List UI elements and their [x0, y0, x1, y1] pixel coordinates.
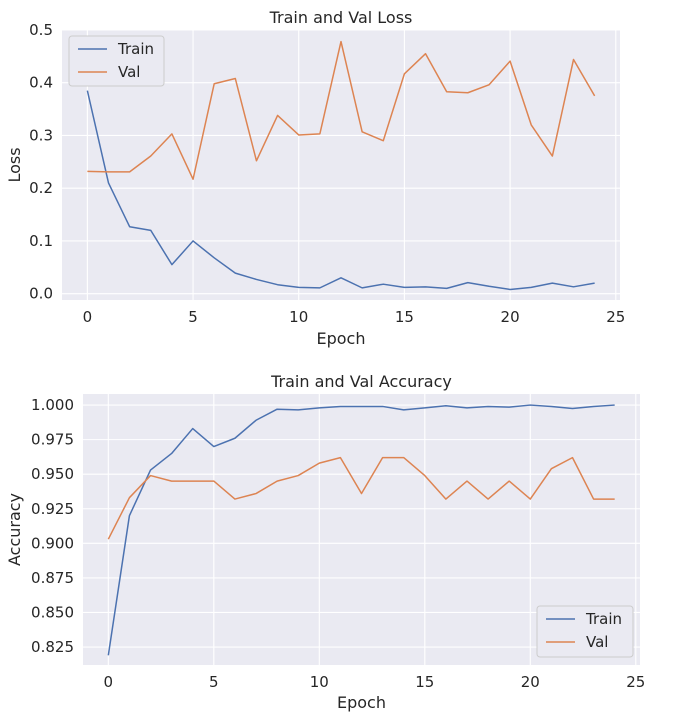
chart-1-x-tick-label: 20: [501, 308, 520, 326]
chart-1-y-tick-label: 0.5: [29, 21, 53, 39]
chart-2-y-tick-label: 0.900: [31, 534, 74, 552]
chart-1-x-tick-label: 5: [188, 308, 198, 326]
chart-2-x-tick-label: 5: [209, 673, 219, 691]
chart-1-y-tick-label: 0.2: [29, 179, 53, 197]
chart-2: 0 5 10 15 20 25 0.825 0.850 0.875 0.900 0.925 0.950…: [5, 372, 645, 712]
chart-2-series-val-line: [107, 456, 615, 540]
chart-1-series-val-line: [87, 40, 596, 180]
chart-1-y-tick-label: 0.1: [29, 232, 53, 250]
chart-1-x-axis-label: Epoch: [317, 329, 366, 348]
chart-1-x-tick-label: 0: [83, 308, 93, 326]
chart-1-legend: Train Val: [68, 35, 165, 87]
chart-2-y-tick-label: 0.850: [31, 603, 74, 621]
chart-2-y-tick-label: 1.000: [31, 396, 74, 414]
chart-2-x-tick-label: 20: [521, 673, 540, 691]
chart-2-y-tick-label: 0.825: [31, 638, 74, 656]
chart-2-title: Train and Val Accuracy: [270, 372, 452, 391]
chart-2-y-tick-label: 0.925: [31, 500, 74, 518]
chart-2-y-tick-label: 0.875: [31, 569, 74, 587]
chart-2-x-tick-label: 25: [626, 673, 645, 691]
chart-2-legend-label-train: Train: [585, 610, 622, 628]
chart-1-y-tick-label: 0.3: [29, 126, 53, 144]
chart-1-y-axis-label: Loss: [5, 147, 24, 182]
chart-2-y-axis-label: Accuracy: [5, 493, 24, 566]
chart-2-x-tick-label: 15: [415, 673, 434, 691]
chart-2-series-train-line: [107, 404, 615, 656]
chart-2-x-tick-label: 0: [104, 673, 114, 691]
chart-2-legend: Train Val: [536, 605, 634, 658]
chart-1-x-tick-label: 10: [289, 308, 308, 326]
chart-1: 0 5 10 15 20 25 0.0 0.1 0.2 0.3 0.4 0.5 Train and Va…: [5, 8, 625, 348]
chart-2-legend-label-val: Val: [586, 633, 608, 651]
chart-1-series-train-line: [86, 90, 595, 291]
chart-1-legend-label-train: Train: [117, 40, 154, 58]
chart-1-y-tick-label: 0.0: [29, 285, 53, 303]
chart-1-y-tick-label: 0.4: [29, 74, 53, 92]
chart-1-x-tick-label: 25: [606, 308, 625, 326]
chart-1-x-tick-label: 15: [395, 308, 414, 326]
chart-2-y-tick-label: 0.975: [31, 431, 74, 449]
chart-1-legend-label-val: Val: [118, 63, 140, 81]
chart-2-y-tick-label: 0.950: [31, 465, 74, 483]
chart-1-title: Train and Val Loss: [269, 8, 413, 27]
chart-2-x-axis-label: Epoch: [337, 693, 386, 712]
chart-2-x-tick-label: 10: [310, 673, 329, 691]
